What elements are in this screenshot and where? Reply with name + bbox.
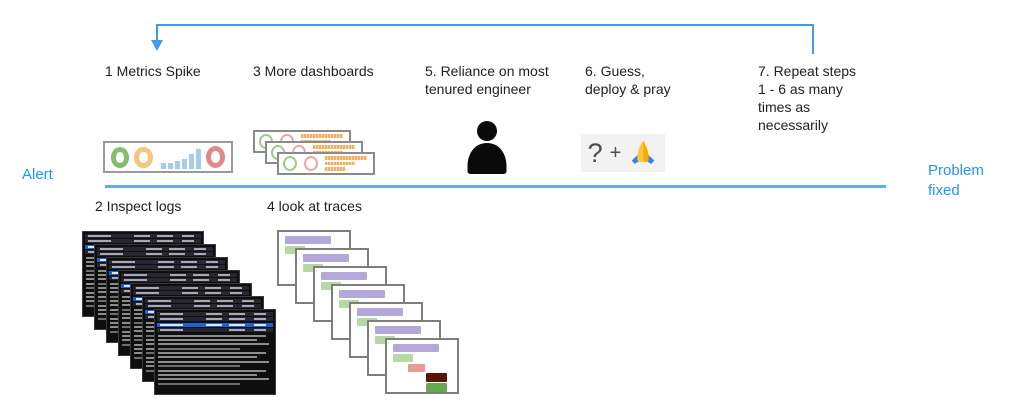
log-header-row [109, 265, 225, 269]
step-7-label: 7. Repeat steps 1 - 6 as many times as n… [758, 63, 857, 133]
step-1-label: 1 Metrics Spike [105, 63, 201, 79]
guess-deploy-pray-box: ? + [581, 134, 665, 172]
log-header-row [133, 291, 249, 295]
step-5-label: 5. Reliance on most tenured engineer [425, 63, 549, 97]
trace-span-purple [303, 254, 350, 262]
gauge-ring-orange-icon [134, 146, 153, 168]
log-windows-stack [82, 231, 283, 402]
trace-span-green [393, 354, 413, 362]
bar-chart-spike-icon [160, 145, 201, 169]
log-header-row [85, 239, 201, 243]
log-header-row [157, 328, 273, 332]
circle-red-icon [304, 156, 318, 171]
dashboard-card [277, 152, 375, 175]
log-header-row [157, 317, 273, 321]
log-header-row [157, 311, 273, 316]
trace-span-pink [408, 364, 425, 372]
log-header-row [133, 285, 249, 290]
step-3-label: 3 More dashboards [253, 63, 374, 79]
log-header-row [121, 278, 237, 282]
log-header-row [97, 252, 213, 256]
timeline-line [105, 185, 886, 188]
log-header-row [121, 272, 237, 277]
folded-hands-emoji-icon [632, 140, 655, 164]
repeat-arrow-head-icon [151, 40, 163, 51]
log-selected-row [157, 322, 273, 327]
trace-span-purple [375, 326, 422, 334]
plus-sign: + [609, 142, 622, 164]
step-6-label: 6. Guess, deploy & pray [585, 63, 671, 97]
person-silhouette-icon [467, 121, 507, 174]
step-4-label: 4 look at traces [267, 198, 362, 214]
step-2-label: 2 Inspect logs [95, 198, 182, 214]
repeat-arrow-right-segment [812, 24, 814, 54]
trace-cards-stack [277, 230, 467, 400]
metrics-dashboard-widget [103, 141, 233, 173]
repeat-arrow-left-segment [156, 24, 158, 40]
log-terminal-window [154, 309, 276, 395]
dashboards-stack [253, 130, 383, 180]
trace-span-purple [393, 344, 440, 352]
trace-span-green-solid [425, 383, 448, 392]
gauge-ring-green-icon [111, 146, 130, 168]
log-header-row [109, 259, 225, 264]
log-header-row [145, 298, 261, 303]
log-header-row [85, 233, 201, 238]
trace-waterfall-card [385, 338, 459, 394]
gauge-ring-red-icon [205, 146, 225, 168]
repeat-arrow-line [156, 24, 814, 26]
problem-fixed-label: Problem fixed [928, 162, 984, 199]
sparkline-rows [325, 156, 369, 171]
trace-span-purple [321, 272, 368, 280]
alert-label: Alert [22, 166, 53, 183]
log-header-row [97, 246, 213, 251]
trace-span-purple [339, 290, 386, 298]
trace-span-purple [285, 236, 332, 244]
question-mark: ? [587, 137, 603, 168]
circle-green-icon [283, 156, 297, 171]
log-console-output [155, 332, 275, 385]
trace-span-purple [357, 308, 404, 316]
trace-span-maroon [425, 373, 448, 382]
log-header-row [145, 304, 261, 308]
